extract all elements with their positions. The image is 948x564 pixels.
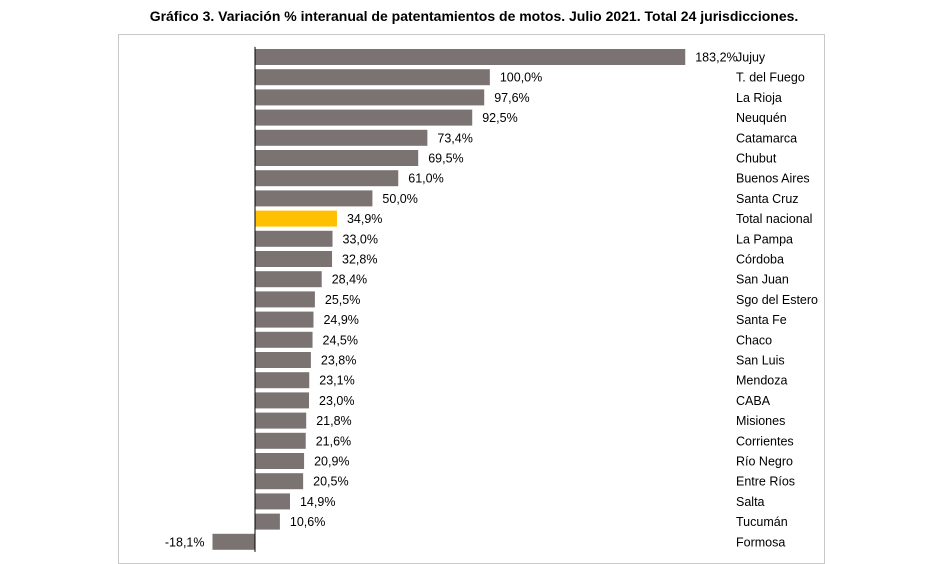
bar-6 bbox=[255, 170, 399, 187]
category-label-16: Mendoza bbox=[736, 374, 787, 388]
bar-11 bbox=[255, 271, 322, 288]
bar-0 bbox=[255, 49, 686, 65]
category-label-6: Buenos Aires bbox=[736, 172, 810, 186]
category-label-24: Formosa bbox=[736, 535, 785, 549]
bar-21 bbox=[255, 473, 304, 490]
bar-10 bbox=[255, 251, 333, 267]
value-label-5: 69,5% bbox=[428, 152, 463, 166]
category-label-1: T. del Fuego bbox=[736, 71, 805, 85]
category-label-2: La Rioja bbox=[736, 91, 782, 105]
category-label-7: Santa Cruz bbox=[736, 192, 799, 206]
category-label-23: Tucumán bbox=[736, 515, 788, 529]
bar-2 bbox=[255, 89, 485, 106]
bar-8 bbox=[255, 210, 337, 227]
bar-24 bbox=[212, 533, 255, 550]
bar-14 bbox=[255, 331, 313, 348]
bar-12 bbox=[255, 291, 315, 308]
category-label-3: Neuquén bbox=[736, 111, 787, 125]
category-label-22: Salta bbox=[736, 495, 765, 509]
bar-19 bbox=[255, 432, 306, 449]
category-label-18: Misiones bbox=[736, 414, 785, 428]
value-label-22: 14,9% bbox=[300, 495, 335, 509]
value-label-3: 92,5% bbox=[482, 111, 517, 125]
bar-9 bbox=[255, 230, 333, 247]
category-label-9: La Pampa bbox=[736, 232, 793, 246]
category-label-12: Sgo del Estero bbox=[736, 293, 818, 307]
bar-7 bbox=[255, 190, 373, 207]
category-label-4: Catamarca bbox=[736, 131, 797, 145]
value-label-20: 20,9% bbox=[314, 455, 349, 469]
category-label-0: Jujuy bbox=[736, 51, 766, 65]
value-label-12: 25,5% bbox=[325, 293, 360, 307]
value-label-17: 23,0% bbox=[319, 394, 354, 408]
category-label-15: San Luis bbox=[736, 354, 785, 368]
category-label-13: Santa Fe bbox=[736, 313, 787, 327]
bar-23 bbox=[255, 513, 280, 530]
category-label-17: CABA bbox=[736, 394, 771, 408]
value-label-15: 23,8% bbox=[321, 354, 356, 368]
bar-13 bbox=[255, 311, 314, 328]
value-label-6: 61,0% bbox=[408, 172, 443, 186]
bar-18 bbox=[255, 412, 307, 429]
value-label-16: 23,1% bbox=[319, 374, 354, 388]
value-label-21: 20,5% bbox=[313, 475, 348, 489]
value-label-8: 34,9% bbox=[347, 212, 382, 226]
value-label-2: 97,6% bbox=[494, 91, 529, 105]
bar-17 bbox=[255, 392, 310, 409]
value-label-19: 21,6% bbox=[316, 434, 351, 448]
value-label-4: 73,4% bbox=[437, 131, 472, 145]
value-label-10: 32,8% bbox=[342, 253, 377, 267]
bar-1 bbox=[255, 69, 490, 86]
value-label-18: 21,8% bbox=[316, 414, 351, 428]
value-label-23: 10,6% bbox=[290, 515, 325, 529]
bar-5 bbox=[255, 150, 419, 166]
chart-title: Gráfico 3. Variación % interanual de pat… bbox=[149, 8, 799, 24]
value-label-13: 24,9% bbox=[323, 313, 358, 327]
value-label-7: 50,0% bbox=[382, 192, 417, 206]
bar-20 bbox=[255, 453, 305, 469]
category-label-11: San Juan bbox=[736, 273, 789, 287]
value-label-1: 100,0% bbox=[500, 71, 542, 85]
bar-15 bbox=[255, 352, 311, 368]
category-label-5: Chubut bbox=[736, 152, 777, 166]
value-label-9: 33,0% bbox=[343, 232, 378, 246]
bar-22 bbox=[255, 493, 290, 510]
bar-16 bbox=[255, 372, 310, 389]
bar-3 bbox=[255, 109, 473, 126]
bar-4 bbox=[255, 129, 428, 146]
category-label-10: Córdoba bbox=[736, 253, 784, 267]
category-label-21: Entre Ríos bbox=[736, 475, 795, 489]
value-label-0: 183,2% bbox=[695, 51, 737, 65]
category-label-20: Río Negro bbox=[736, 455, 793, 469]
category-label-8: Total nacional bbox=[736, 212, 812, 226]
category-label-19: Corrientes bbox=[736, 434, 794, 448]
value-label-11: 28,4% bbox=[332, 273, 367, 287]
category-label-14: Chaco bbox=[736, 333, 772, 347]
value-label-24: -18,1% bbox=[165, 535, 205, 549]
value-label-14: 24,5% bbox=[323, 333, 358, 347]
